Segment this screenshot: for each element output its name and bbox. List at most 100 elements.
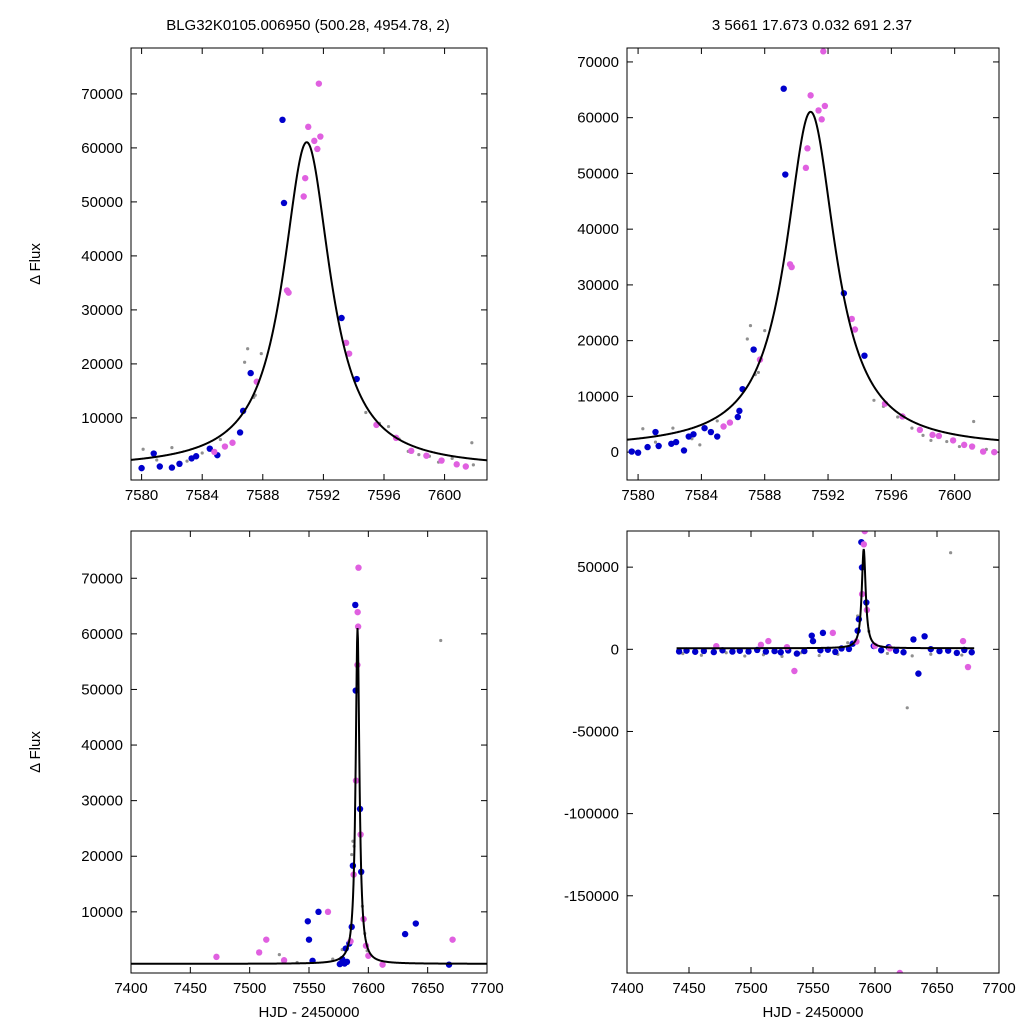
y-tick-label: 30000 bbox=[577, 277, 619, 294]
data-point bbox=[745, 648, 752, 655]
x-tick-label: 7580 bbox=[621, 487, 654, 504]
data-point bbox=[927, 645, 934, 653]
scatter-series-pink bbox=[713, 531, 972, 973]
data-point bbox=[138, 464, 145, 472]
data-point bbox=[386, 424, 391, 429]
data-point bbox=[921, 633, 928, 640]
model-curve bbox=[676, 548, 975, 650]
data-point bbox=[176, 460, 183, 467]
x-tick-label: 7600 bbox=[858, 980, 891, 997]
data-point bbox=[851, 326, 859, 333]
data-point bbox=[720, 423, 727, 430]
x-tick-label: 7400 bbox=[610, 980, 643, 997]
data-point bbox=[700, 647, 708, 655]
data-point bbox=[438, 457, 445, 464]
x-axis-label: HJD - 2450000 bbox=[763, 1004, 864, 1021]
data-point bbox=[698, 443, 702, 447]
data-point bbox=[280, 199, 288, 207]
x-tick-label: 7650 bbox=[920, 980, 953, 997]
data-point bbox=[736, 407, 743, 415]
data-point bbox=[628, 448, 635, 455]
data-point bbox=[450, 456, 454, 460]
y-tick-label: 10000 bbox=[81, 410, 123, 427]
x-tick-label: 7592 bbox=[307, 487, 340, 504]
data-point bbox=[462, 463, 469, 470]
data-point bbox=[471, 463, 475, 467]
y-tick-label: 70000 bbox=[81, 570, 123, 587]
data-point bbox=[317, 133, 324, 140]
data-point bbox=[453, 461, 460, 468]
data-point bbox=[726, 419, 734, 426]
x-tick-label: 7596 bbox=[367, 487, 400, 504]
data-point bbox=[423, 452, 430, 459]
data-point bbox=[364, 410, 368, 415]
data-point bbox=[846, 641, 850, 645]
data-point bbox=[905, 706, 909, 710]
model-curve bbox=[131, 628, 487, 965]
data-point bbox=[762, 648, 770, 655]
data-point bbox=[343, 958, 351, 966]
header-right: 3 5661 17.673 0.032 691 2.37 bbox=[712, 17, 912, 34]
data-point bbox=[634, 449, 642, 456]
data-point bbox=[972, 419, 976, 424]
data-point bbox=[379, 961, 386, 968]
data-point bbox=[815, 107, 822, 114]
data-point bbox=[170, 446, 174, 450]
data-point bbox=[680, 447, 688, 454]
x-tick-label: 7400 bbox=[114, 980, 147, 997]
data-point bbox=[979, 448, 987, 455]
data-point bbox=[910, 426, 914, 430]
y-tick-label: 70000 bbox=[81, 86, 123, 103]
data-point bbox=[168, 464, 176, 471]
data-point bbox=[221, 443, 229, 450]
data-point bbox=[968, 443, 976, 450]
data-point bbox=[324, 908, 332, 916]
y-tick-label: 60000 bbox=[81, 626, 123, 643]
data-point bbox=[350, 852, 354, 857]
data-point bbox=[655, 442, 662, 450]
data-point bbox=[449, 936, 456, 943]
data-point bbox=[690, 431, 697, 438]
y-axis-label: Δ Flux bbox=[27, 243, 44, 285]
data-point bbox=[968, 649, 975, 656]
x-tick-label: 7600 bbox=[428, 487, 461, 504]
x-tick-label: 7596 bbox=[875, 487, 908, 504]
data-point bbox=[338, 314, 345, 322]
data-point bbox=[315, 80, 323, 87]
data-point bbox=[959, 637, 967, 645]
data-point bbox=[820, 48, 827, 55]
data-point bbox=[710, 648, 717, 656]
y-tick-label: 70000 bbox=[577, 54, 619, 71]
data-point bbox=[701, 424, 708, 432]
data-point bbox=[336, 960, 344, 968]
data-point bbox=[671, 426, 675, 430]
data-point bbox=[417, 453, 421, 457]
data-point bbox=[949, 437, 957, 444]
data-point bbox=[675, 648, 683, 655]
data-point bbox=[745, 337, 749, 341]
header-left: BLG32K0105.006950 (500.28, 4954.78, 2) bbox=[166, 17, 450, 34]
data-point bbox=[801, 647, 808, 655]
data-point bbox=[445, 961, 453, 968]
data-point bbox=[354, 608, 361, 616]
x-axis-label: HJD - 2450000 bbox=[259, 1004, 360, 1021]
data-point bbox=[818, 116, 825, 123]
data-point bbox=[192, 453, 200, 460]
data-point bbox=[900, 649, 907, 656]
data-point bbox=[780, 85, 787, 92]
x-tick-label: 7500 bbox=[734, 980, 767, 997]
data-point bbox=[964, 663, 972, 671]
x-tick-label: 7580 bbox=[125, 487, 158, 504]
plot-frame bbox=[130, 47, 488, 481]
data-point bbox=[829, 629, 837, 637]
panel-bottom-right: 7400 7450 7500 7550 7600 7650 7700 50000 0 -50000… bbox=[564, 530, 1016, 1021]
data-point bbox=[246, 347, 250, 351]
data-point bbox=[218, 437, 222, 442]
data-point bbox=[780, 654, 784, 658]
data-point bbox=[243, 360, 247, 364]
y-tick-label: 10000 bbox=[81, 904, 123, 921]
data-point bbox=[845, 645, 853, 653]
data-point bbox=[412, 920, 419, 927]
data-point bbox=[910, 654, 914, 658]
